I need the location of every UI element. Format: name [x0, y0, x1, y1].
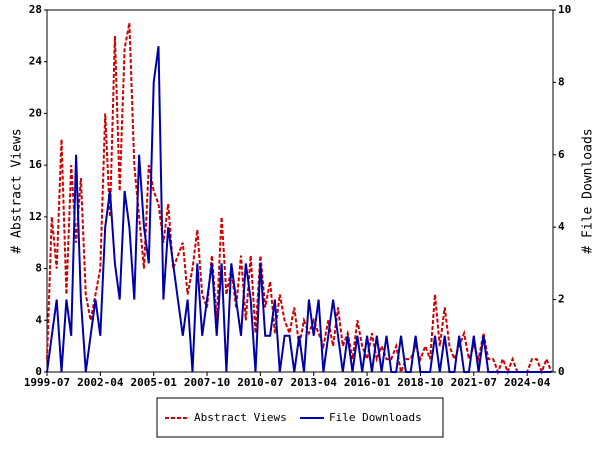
x-tick-label: 2002-04	[77, 376, 124, 389]
y2-tick-label: 10	[558, 3, 571, 16]
y2-tick-label: 6	[558, 148, 565, 161]
plot-frame	[46, 9, 554, 373]
x-tick-label: 1999-07	[24, 376, 70, 389]
y-tick-label: 28	[29, 3, 42, 16]
y-tick-label: 20	[29, 106, 42, 119]
x-tick-label: 2007-10	[184, 376, 230, 389]
y-axis-title: # Abstract Views	[10, 128, 25, 253]
y2-tick-label: 2	[558, 293, 565, 306]
y-tick-label: 0	[35, 365, 42, 378]
x-tick-label: 2010-07	[237, 376, 283, 389]
x-tick-label: 2018-10	[397, 376, 443, 389]
y2-axis-title: # File Downloads	[581, 128, 596, 253]
series-line	[46, 46, 552, 373]
y-tick-label: 4	[35, 313, 42, 326]
x-tick-label: 2005-01	[131, 376, 178, 389]
y-tick-label: 12	[29, 210, 42, 223]
y-tick-label: 24	[29, 55, 43, 68]
legend-label: File Downloads	[329, 411, 422, 424]
y-tick-label: 8	[35, 262, 42, 275]
y2-tick-label: 4	[558, 220, 565, 233]
series-line	[46, 22, 553, 376]
y-tick-label: 16	[29, 158, 43, 171]
y2-tick-label: 0	[558, 365, 565, 378]
x-tick-label: 2013-04	[291, 376, 338, 389]
x-tick-label: 2024-04	[504, 376, 551, 389]
y2-tick-label: 8	[558, 75, 565, 88]
x-tick-label: 2021-07	[451, 376, 497, 389]
x-tick-label: 2016-01	[344, 376, 391, 389]
legend-label: Abstract Views	[194, 411, 287, 424]
